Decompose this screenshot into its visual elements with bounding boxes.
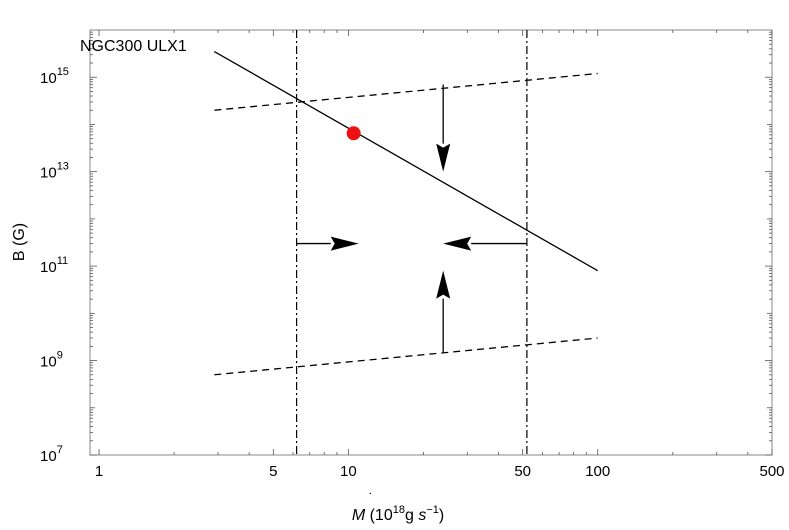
plot-frame (89, 29, 773, 456)
y-axis-title: B (G) (11, 223, 28, 261)
data-point (346, 126, 361, 141)
x-title-open: (10 (365, 507, 393, 524)
x-tick-label: 5 (269, 463, 277, 480)
x-tick-label: 500 (759, 463, 784, 480)
arrow-down (436, 84, 451, 172)
x-title-exponent: 18 (393, 504, 405, 516)
arrows (296, 84, 527, 353)
y-tick-labels: 107 109 1011 1013 1015 (40, 66, 69, 465)
chart-annotation: NGC300 ULX1 (80, 38, 187, 55)
mdot-accent: ˙ (369, 490, 374, 506)
arrow-right (296, 236, 359, 251)
x-title-unit-g: g (405, 507, 418, 524)
arrow-up (436, 270, 451, 353)
x-axis-title: M (1018g s−1) ˙ (352, 490, 444, 524)
y-tick-label: 1011 (40, 255, 68, 276)
x-tick-label: 100 (585, 463, 610, 480)
series-lines (214, 30, 599, 455)
series-line-2 (214, 72, 598, 111)
x-tick-label: 10 (340, 463, 357, 480)
series-line-1 (214, 50, 599, 272)
x-tick-label: 1 (95, 463, 103, 480)
x-axis-title-text: M (1018g s−1) (352, 504, 444, 524)
series-line-3 (214, 337, 598, 376)
arrow-left (443, 236, 527, 251)
x-tick-label: 50 (514, 463, 531, 480)
y-tick-label: 109 (40, 350, 63, 371)
y-tick-label: 107 (40, 444, 63, 465)
x-tick-labels: 1 5 10 50 100 500 (95, 463, 785, 480)
x-title-unit-s: s (418, 507, 426, 524)
y-tick-label: 1015 (40, 66, 69, 87)
axis-ticks (90, 30, 773, 456)
x-title-unit-exp: −1 (426, 504, 439, 516)
x-title-prefix: M (352, 507, 366, 524)
x-title-close: ) (439, 507, 444, 524)
y-tick-label: 1013 (40, 161, 69, 182)
